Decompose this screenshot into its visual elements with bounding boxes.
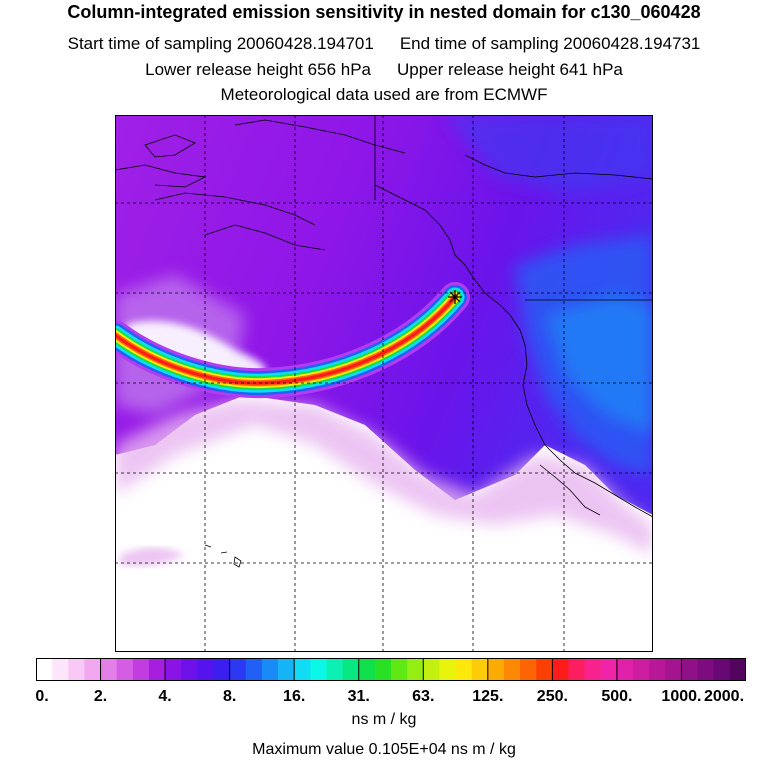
colorbar-cell (633, 658, 650, 681)
colorbar-cell (261, 658, 279, 681)
upper-height-label: Upper release height 641 hPa (397, 60, 623, 79)
sensitivity-map (115, 115, 653, 652)
colorbar-cell (148, 658, 166, 681)
colorbar-cell (116, 658, 134, 681)
max-value-label: Maximum value 0.105E+04 ns m / kg (252, 741, 516, 758)
colorbar-cell (487, 658, 505, 681)
colorbar-cell (100, 658, 118, 681)
colorbar-cell (52, 658, 69, 681)
colorbar-cell (181, 658, 198, 681)
colorbar-cell (391, 658, 408, 681)
colorbar-cell (374, 658, 392, 681)
release-point-marker (448, 290, 462, 304)
map-frame (115, 115, 653, 652)
colorbar-cell (36, 658, 53, 681)
colorbar-cell (568, 658, 586, 681)
borders (374, 115, 653, 301)
lower-left-wisp (120, 547, 185, 567)
colorbar-cell (503, 658, 521, 681)
colorbar-cell (439, 658, 456, 681)
low-sensitivity-fringe (115, 400, 653, 555)
colorbar-cell (245, 658, 263, 681)
colorbar (36, 658, 746, 681)
colorbar-cell (165, 658, 182, 681)
colorbar-cell (294, 658, 311, 681)
colorbar-tick-label: 8. (222, 688, 237, 705)
colorbar-cell (552, 658, 569, 681)
colorbar-tick-label: 4. (158, 688, 172, 705)
colorbar-cell (649, 658, 666, 681)
sensitivity-field (115, 115, 653, 515)
colorbar-cell (229, 658, 247, 681)
colorbar-cell (68, 658, 85, 681)
end-time-label: End time of sampling 20060428.194731 (399, 34, 701, 53)
colorbar-tick-label: 31. (347, 688, 370, 705)
coastlines (115, 119, 653, 568)
colorbar-tick-label: 125. (472, 688, 504, 705)
colorbar-tick-label: 500. (601, 688, 633, 705)
colorbar-cell (471, 658, 489, 681)
colorbar-cell (407, 658, 424, 681)
colorbar-tick-label: 2. (93, 688, 108, 705)
colorbar-tick-label: 2000. (703, 688, 745, 705)
colorbar-cell (278, 658, 295, 681)
sampling-time-line: Start time of sampling 20060428.194701 En… (0, 34, 768, 54)
colorbar-cell (213, 658, 231, 681)
colorbar-tick-label: 63. (412, 688, 435, 705)
colorbar-cell (697, 658, 715, 681)
colorbar-tick-label: 1000. (661, 688, 702, 705)
coastal-core (545, 295, 653, 435)
colorbar-cell (584, 658, 602, 681)
colorbar-cell (326, 658, 343, 681)
colorbar-cell (600, 658, 618, 681)
colorbar-cell (536, 658, 553, 681)
colorbar-cell (342, 658, 360, 681)
colorbar-cell (520, 658, 537, 681)
colorbar-cell (358, 658, 376, 681)
colorbar-cell (84, 658, 101, 681)
colorbar-cell (197, 658, 214, 681)
north-blue-patch (445, 115, 653, 195)
colorbar-cell (681, 658, 698, 681)
colorbar-tick-label: 250. (536, 688, 568, 705)
colorbar-cell (423, 658, 440, 681)
colorbar-cell (616, 658, 634, 681)
colorbar-cell (132, 658, 150, 681)
plot-title: Column-integrated emission sensitivity i… (67, 2, 701, 22)
colorbar-cell (713, 658, 731, 681)
lower-height-label: Lower release height 656 hPa (145, 60, 371, 79)
colorbar-cell (729, 658, 746, 681)
release-height-line: Lower release height 656 hPa Upper releas… (0, 60, 768, 80)
start-time-label: Start time of sampling 20060428.194701 (67, 34, 374, 53)
units-label: ns m / kg (351, 711, 417, 728)
colorbar-tick-label: 0. (35, 688, 49, 705)
colorbar-cell (455, 658, 473, 681)
met-data-label: Meteorological data used are from ECMWF (220, 85, 548, 104)
colorbar-cell (310, 658, 327, 681)
colorbar-cell (665, 658, 682, 681)
colorbar-tick-label: 16. (283, 688, 306, 705)
